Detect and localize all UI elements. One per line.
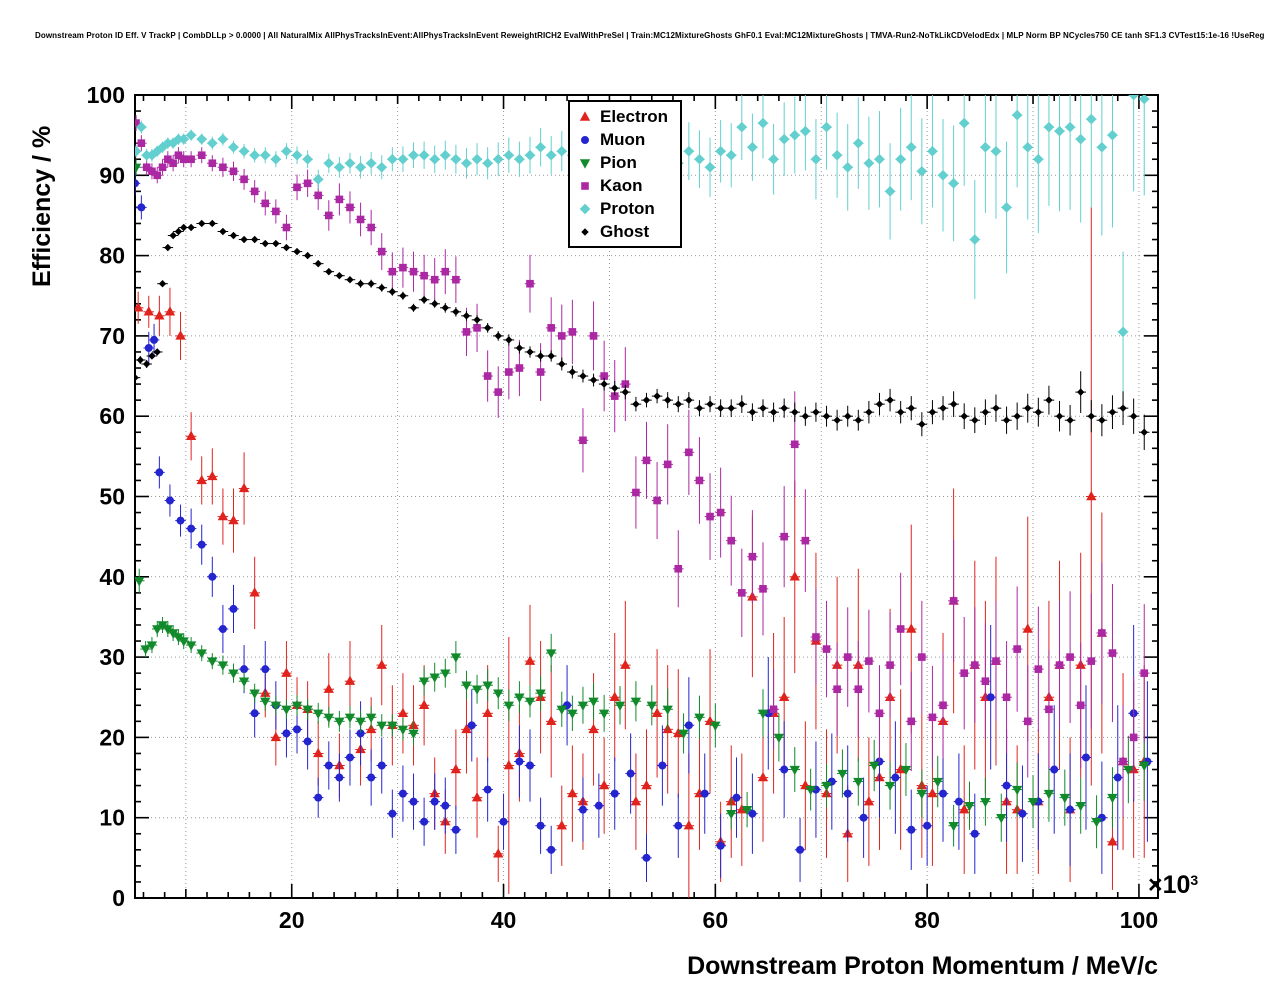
x-tick-label: 100 [1120, 907, 1158, 933]
series-ghost [135, 219, 1150, 450]
legend-label: Kaon [600, 176, 643, 195]
series-muon [135, 171, 1153, 882]
legend-label: Electron [600, 107, 669, 126]
y-tick-label: 40 [99, 564, 125, 590]
legend-label: Pion [600, 153, 637, 172]
legend-label: Muon [600, 130, 646, 149]
series-electron [135, 207, 1150, 898]
y-tick-label: 50 [99, 484, 125, 510]
y-tick-label: 100 [87, 82, 125, 108]
legend-item-electron: Electron [570, 105, 680, 128]
x-tick-label: 20 [279, 907, 305, 933]
series-proton [135, 95, 1150, 413]
plot-title: Downstream Proton ID Eff. V TrackP | Com… [35, 31, 1265, 40]
y-tick-label: 0 [112, 885, 125, 911]
legend-item-ghost: Ghost [570, 220, 680, 243]
legend-item-proton: Proton [570, 197, 680, 220]
y-tick-label: 10 [99, 805, 125, 831]
legend-label: Proton [600, 199, 655, 218]
legend-label: Ghost [600, 222, 650, 241]
chart-legend: Electron Muon Pion Kaon Proton Ghost [568, 100, 682, 248]
chart-layers: 0 10 20 30 40 50 60 70 80 90 100 20 40 60 80 100 [87, 82, 1159, 933]
y-tick-label: 20 [99, 724, 125, 750]
x-axis-multiplier: ×103 [1148, 871, 1198, 899]
y-tick-label: 80 [99, 243, 125, 269]
x-tick-label: 60 [703, 907, 729, 933]
x-tick-label: 80 [914, 907, 940, 933]
diamond-marker-icon [570, 201, 600, 217]
legend-item-pion: Pion [570, 151, 680, 174]
series-kaon [135, 115, 1150, 818]
diamond-small-marker-icon [570, 224, 600, 240]
plot-frame [134, 94, 1159, 899]
x-axis-title: Downstream Proton Momentum / MeV/c [687, 952, 1158, 980]
x-tick-label: 40 [491, 907, 517, 933]
y-tick-label: 30 [99, 644, 125, 670]
y-tick-label: 60 [99, 403, 125, 429]
y-tick-label: 90 [99, 162, 125, 188]
series-pion [135, 159, 1150, 849]
y-axis-title: Efficiency / % [28, 126, 56, 287]
circle-marker-icon [570, 132, 600, 148]
triangle-down-marker-icon [570, 155, 600, 171]
legend-item-kaon: Kaon [570, 174, 680, 197]
triangle-up-marker-icon [570, 109, 600, 125]
square-marker-icon [570, 178, 600, 194]
legend-item-muon: Muon [570, 128, 680, 151]
y-tick-label: 70 [99, 323, 125, 349]
